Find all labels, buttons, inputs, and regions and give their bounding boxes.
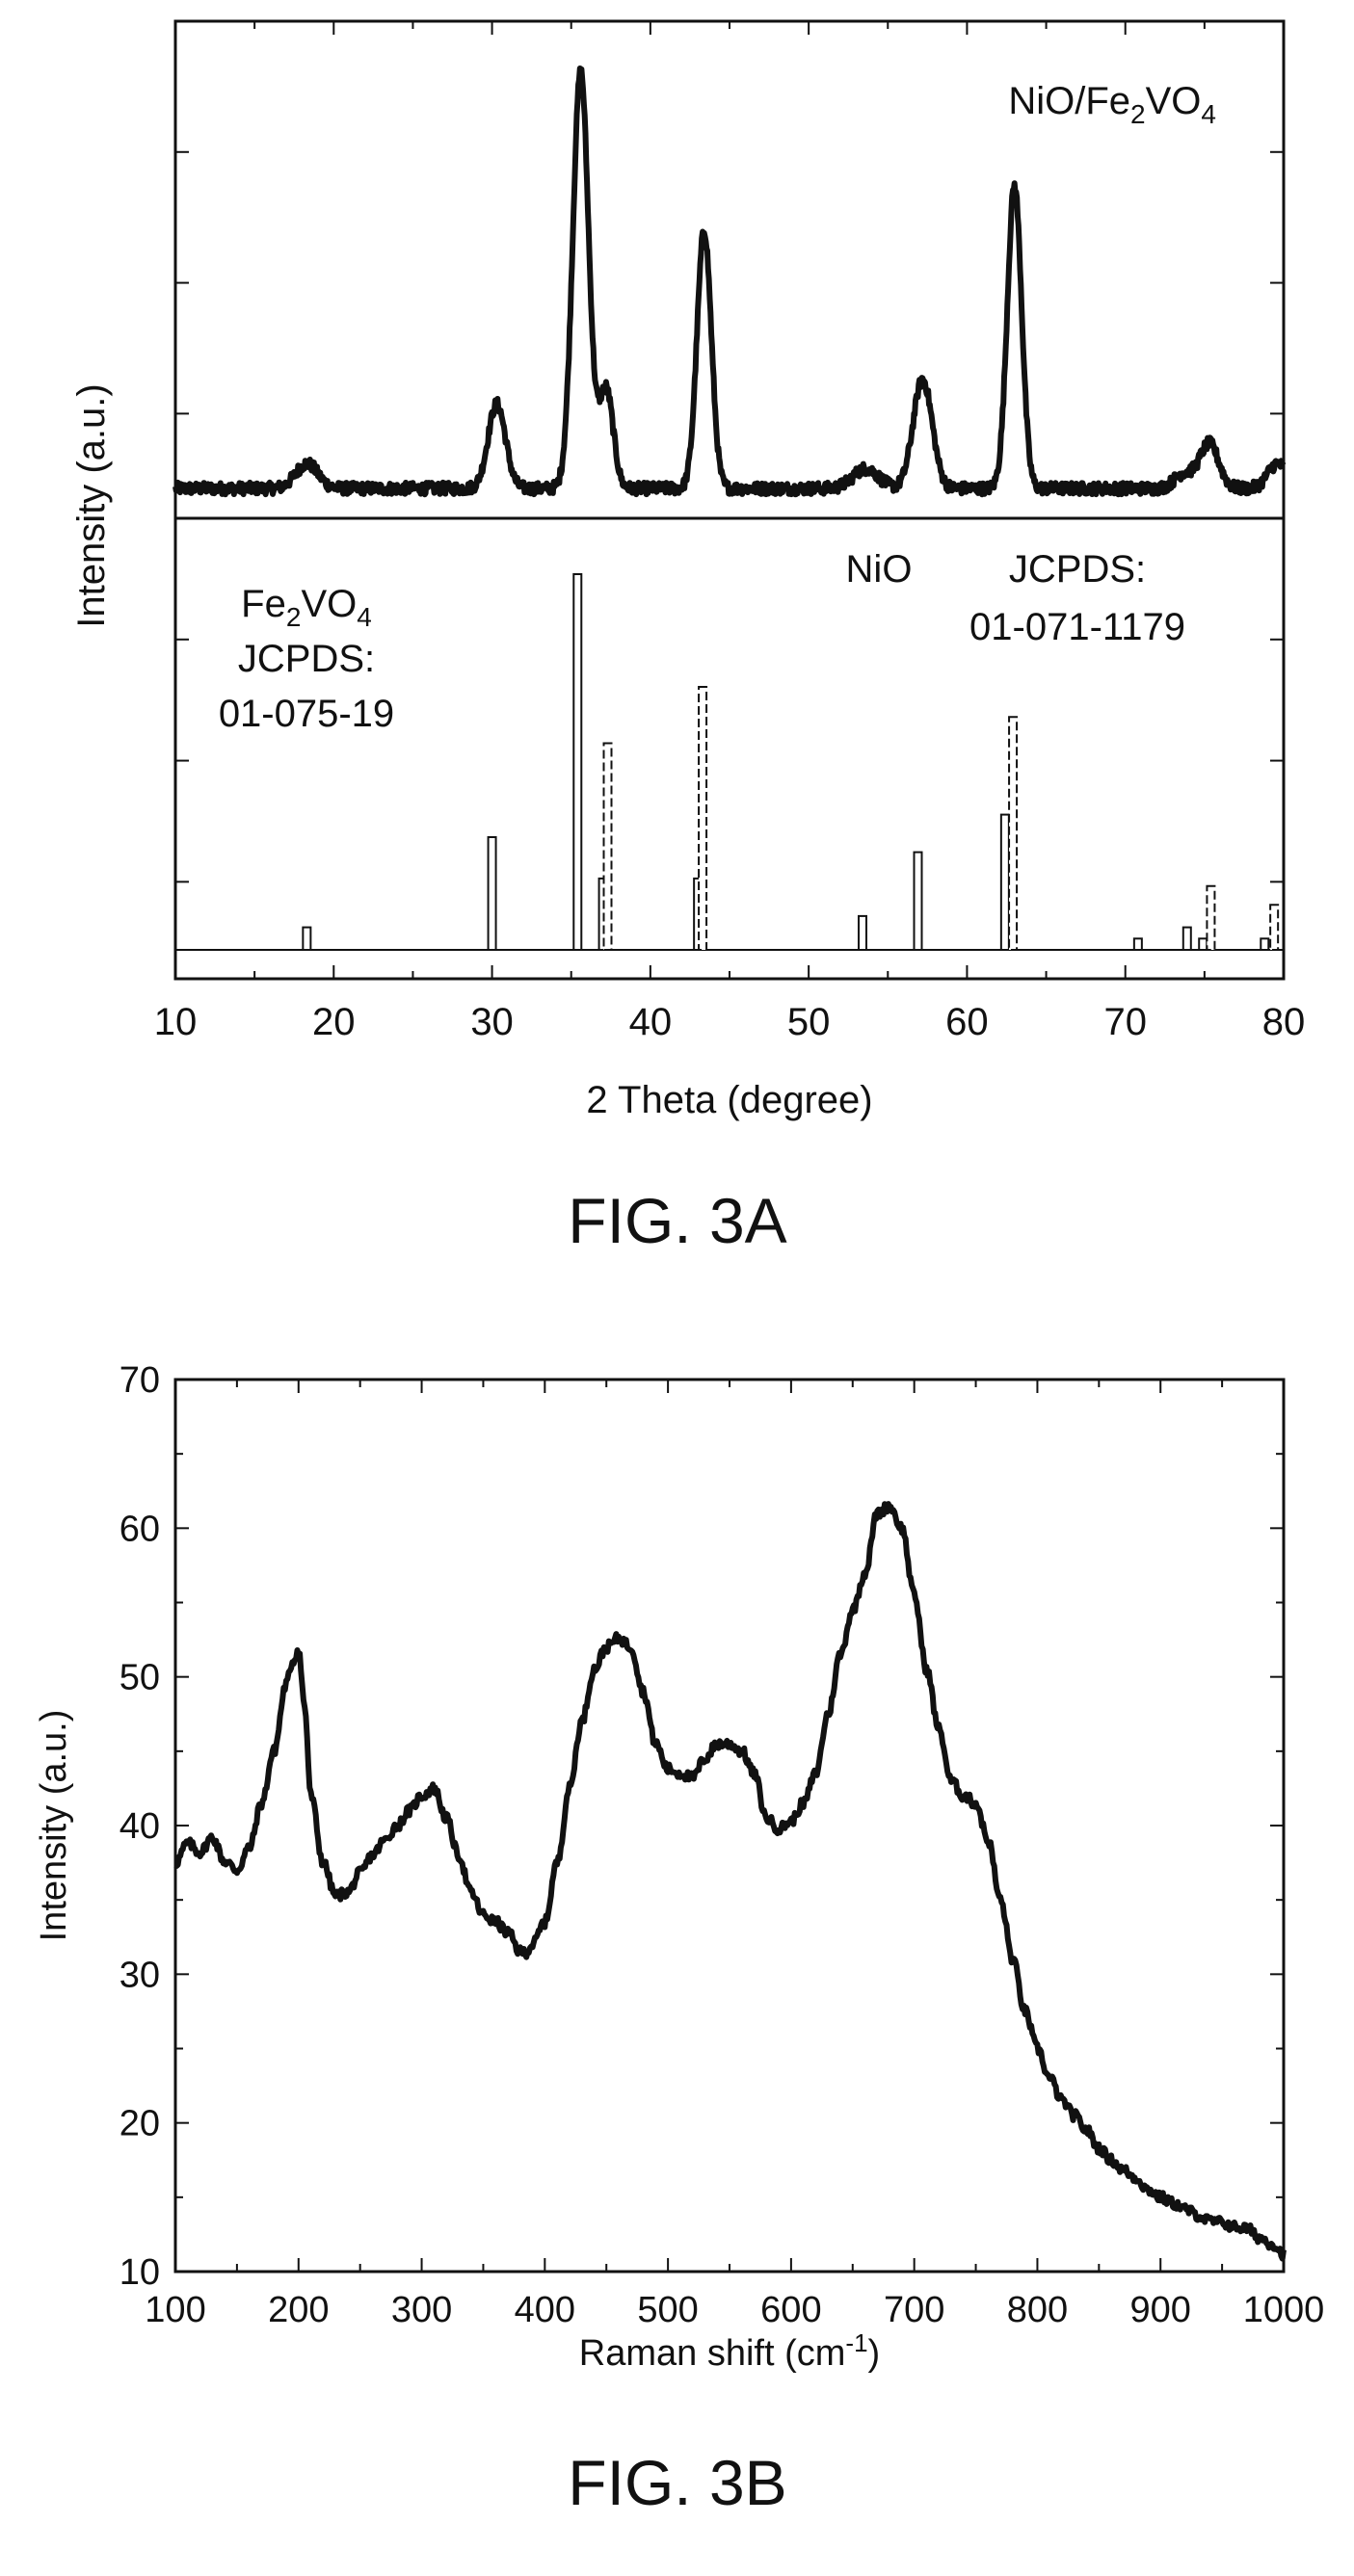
raman-spectrum-line — [173, 1501, 1287, 2262]
raman-x-tick-labels: 100 200 300 400 500 600 700 800 900 1000 — [145, 2290, 1324, 2330]
fig-3a-caption: FIG. 3A — [568, 1185, 786, 1256]
fig-3b-caption: FIG. 3B — [568, 2447, 786, 2518]
fe2vo4-reference-bar — [1132, 937, 1143, 951]
xrd-x-tick-label: 80 — [1262, 1001, 1306, 1043]
raman-x-tick-label: 900 — [1130, 2290, 1191, 2330]
raman-x-tick-label: 600 — [760, 2290, 821, 2330]
raman-x-tick-label: 100 — [145, 2290, 205, 2330]
xrd-pattern-line — [173, 66, 1287, 498]
raman-y-tick-labels: 10 20 30 40 50 60 70 — [119, 1360, 160, 2293]
nio-reference-bar — [602, 742, 613, 951]
xrd-x-tick-label: 70 — [1103, 1001, 1147, 1043]
nio-reference-bar — [698, 686, 708, 951]
xrd-chart: 10 20 30 40 50 60 70 80 NiO/Fe2VO4 Fe2VO4 JCPDS… — [70, 19, 1306, 1256]
raman-x-tick-label: 400 — [515, 2290, 575, 2330]
nio-reference-bar — [1008, 716, 1019, 952]
fe2vo4-reference-bar — [1181, 926, 1192, 951]
nio-reference-bar — [1206, 884, 1216, 952]
raman-y-tick-label: 30 — [119, 1955, 160, 1995]
raman-y-tick-label: 70 — [119, 1360, 160, 1401]
fe2vo4-reference-bar — [487, 836, 497, 951]
fe2vo4-reference-bar — [999, 813, 1010, 951]
xrd-x-tick-label: 50 — [787, 1001, 831, 1043]
fe2vo4-reference-bar — [572, 573, 583, 951]
sample-label: NiO/Fe2VO4 — [1008, 80, 1216, 129]
fe2vo4-reference-bar — [302, 926, 312, 951]
raman-x-tick-label: 700 — [884, 2290, 944, 2330]
nio-reference-bar — [1269, 904, 1280, 952]
raman-x-tick-label: 200 — [268, 2290, 329, 2330]
raman-x-tick-label: 300 — [391, 2290, 452, 2330]
fe2vo4-reference-bar — [1198, 937, 1208, 951]
xrd-x-tick-label: 60 — [945, 1001, 989, 1043]
xrd-x-tick-label: 10 — [154, 1001, 198, 1043]
raman-y-tick-label: 10 — [119, 2252, 160, 2293]
nio-jcpds-code: 01-071-1179 — [969, 606, 1185, 648]
raman-y-tick-label: 50 — [119, 1658, 160, 1698]
raman-x-tick-label: 1000 — [1243, 2290, 1325, 2330]
raman-y-axis-label: Intensity (a.u.) — [34, 1710, 74, 1942]
raman-frame — [173, 1378, 1286, 2274]
xrd-x-tick-label: 40 — [629, 1001, 673, 1043]
xrd-ticks — [174, 21, 1285, 979]
xrd-y-axis-label: Intensity (a.u.) — [70, 383, 113, 627]
nio-label: NiO — [846, 548, 913, 591]
nio-jcpds-label: JCPDS: — [1009, 548, 1146, 591]
raman-x-tick-label: 800 — [1007, 2290, 1068, 2330]
raman-ticks — [174, 1379, 1285, 2273]
raman-y-tick-label: 20 — [119, 2104, 160, 2144]
xrd-reference-bars — [175, 573, 1284, 952]
raman-y-tick-label: 40 — [119, 1806, 160, 1847]
raman-chart: 100 200 300 400 500 600 700 800 900 1000 10 20 30 40… — [34, 1360, 1324, 2518]
fe2vo4-jcpds-label: JCPDS: — [238, 638, 375, 680]
raman-y-tick-label: 60 — [119, 1509, 160, 1549]
xrd-x-axis-label: 2 Theta (degree) — [586, 1079, 872, 1121]
fe2vo4-jcpds-code: 01-075-19 — [219, 693, 394, 735]
fe2vo4-reference-bar — [913, 851, 923, 951]
raman-x-tick-label: 500 — [637, 2290, 698, 2330]
xrd-x-tick-labels: 10 20 30 40 50 60 70 80 — [154, 1001, 1306, 1043]
xrd-x-tick-label: 30 — [470, 1001, 514, 1043]
raman-x-axis-label: Raman shift (cm-1) — [579, 2328, 880, 2374]
xrd-x-tick-label: 20 — [312, 1001, 356, 1043]
fe2vo4-reference-bar — [858, 914, 867, 952]
fe2vo4-reference-bar — [1260, 937, 1270, 951]
fe2vo4-label: Fe2VO4 — [241, 583, 372, 632]
